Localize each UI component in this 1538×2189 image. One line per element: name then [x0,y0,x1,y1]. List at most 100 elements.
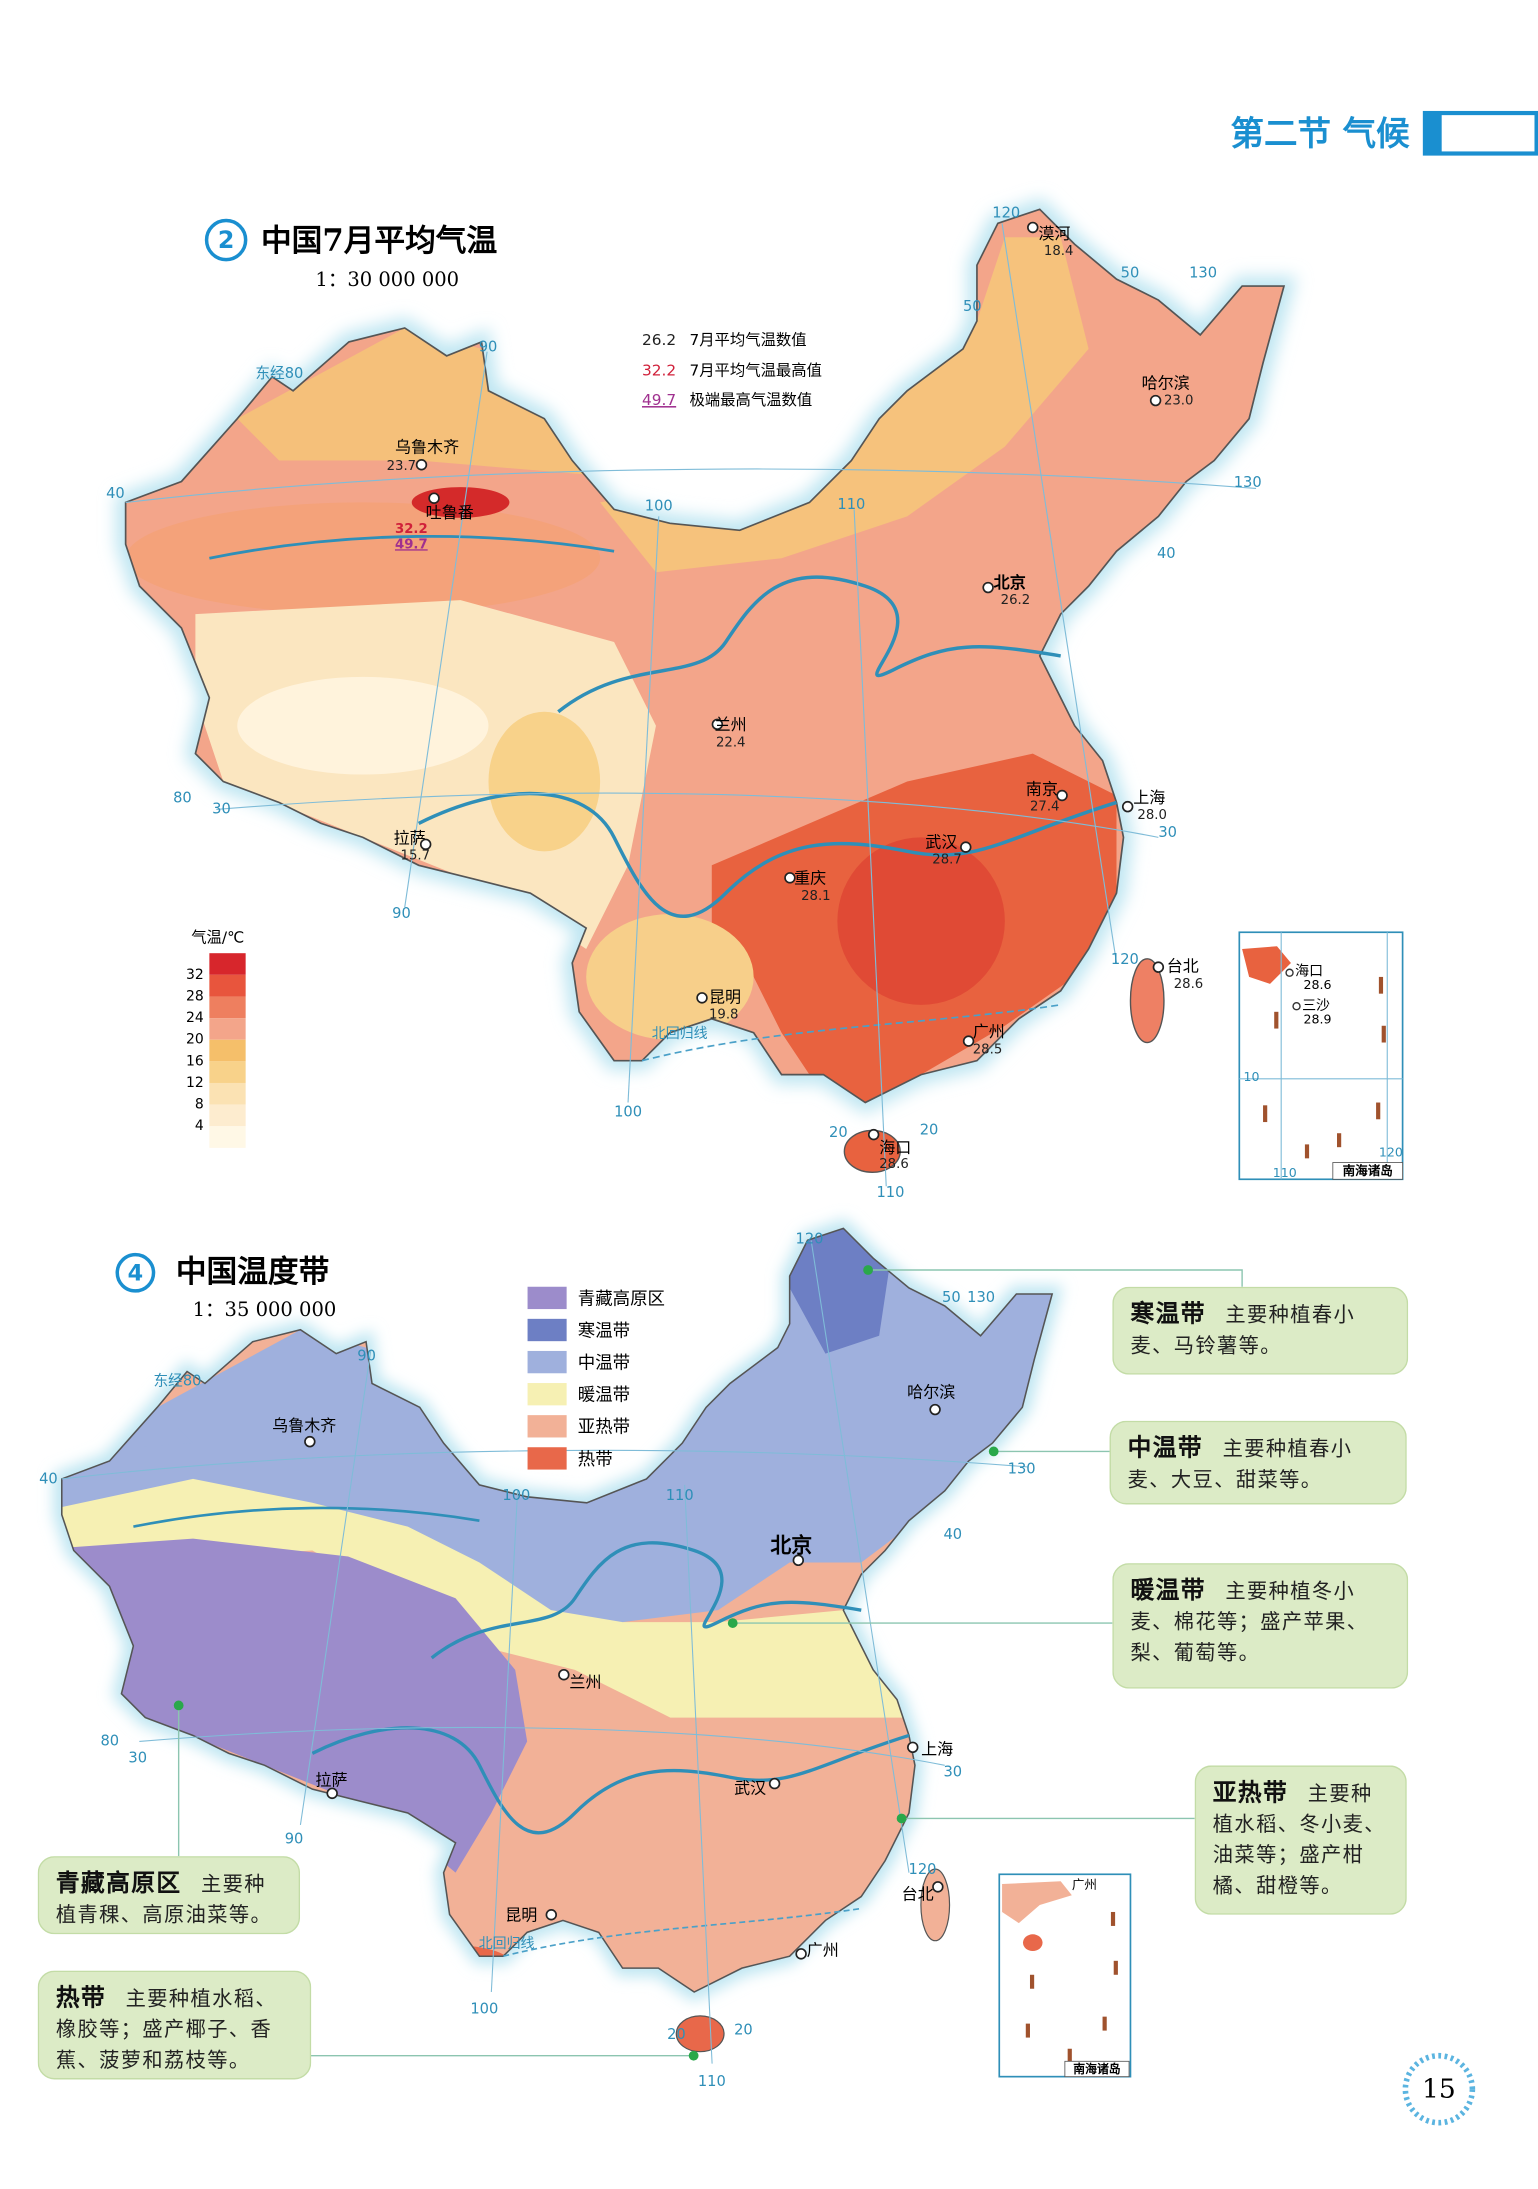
city-value: 28.7 [932,853,962,868]
header-bar-accent [1424,113,1442,154]
note: 青藏高原区 主要种植青稞、高原油菜等。 [37,1856,301,1935]
inset-land [1242,946,1291,984]
legend-swatch [527,1415,567,1438]
legend-swatch [527,1350,567,1374]
city-name: 武汉 [925,832,957,851]
note-box: 中温带 主要种植春小麦、大豆、甜菜等。 [1109,1420,1407,1505]
section-title: 第二节 气候 [1230,114,1410,153]
note-text: 主要种植冬小麦、棉花等；盛产苹果、梨、葡萄等。 [1130,1581,1369,1665]
note-text: 主要种植春小麦、大豆、甜菜等。 [1127,1438,1353,1492]
city-value: 28.6 [1304,977,1332,992]
city-name: 广州 [807,1941,839,1960]
colorbar-tick: 32 [186,967,204,983]
colorbar-tick: 12 [186,1075,204,1091]
graticule-label: 30 [212,800,231,817]
note-text: 主要种植水稻、橡胶等；盛产椰子、香蕉、菠萝和荔枝等。 [55,1988,278,2073]
graticule-label: 110 [876,1184,904,1201]
note-box: 寒温带 主要种植春小麦、马铃薯等。 [1112,1286,1409,1375]
graticule-label: 100 [645,498,673,515]
city-dot [419,838,432,851]
legend-label: 热带 [578,1450,613,1470]
graticule-label: 10 [1244,1069,1260,1084]
graticule-label: 30 [943,1763,962,1780]
note-box: 青藏高原区 主要种植青稞、高原油菜等。 [37,1856,301,1935]
colorbar-tick: 16 [186,1053,204,1069]
graticule-label: 50 [1121,265,1140,282]
colorbar: 32 28 24 20 16 12 8 4 [186,953,246,1148]
graticule-label: 50 [963,298,982,315]
city-name: 哈尔滨 [907,1382,955,1401]
city-value: 18.4 [1044,244,1074,259]
graticule-label: 20 [667,2026,686,2043]
city-value: 28.0 [1137,808,1167,823]
colorbar-band [209,1104,246,1127]
city-value: 28.6 [879,1157,909,1172]
legend-sample: 49.7 [642,391,676,409]
city-dot [1121,800,1134,813]
graticule-label: 90 [285,1830,304,1847]
note-dot [896,1813,907,1824]
city-dot [982,581,994,594]
graticule-label: 110 [698,2073,726,2090]
notes: 寒温带 主要种植春小麦、马铃薯等。中温带 主要种植春小麦、大豆、甜菜等。暖温带 主要种… [37,1265,1409,2080]
map-scale: 1：30 000 000 [315,268,459,291]
inset-dashes [1263,976,1386,1159]
city-name: 哈尔滨 [1142,373,1190,392]
city-dot [696,992,708,1004]
graticule-label: 东经80 [255,365,303,382]
city-value: 26.2 [1001,593,1031,608]
note-zone: 寒温带 [1130,1300,1206,1329]
city-name: 拉萨 [315,1770,347,1789]
legend-sample: 26.2 [642,331,676,349]
note-text: 主要种植青稞、高原油菜等。 [55,1874,273,1928]
graticule-label: 110 [1273,1165,1297,1180]
city-name: 兰州 [715,715,747,734]
colorbar-band [209,996,246,1019]
graticule-label: 120 [796,1230,824,1247]
colorbar-tick: 24 [186,1010,204,1026]
note: 亚热带 主要种植水稻、冬小麦、油菜等；盛产柑橘、甜橙等。 [1194,1765,1407,1915]
legend-swatch [527,1286,567,1310]
graticule-label: 110 [837,496,865,513]
city-name: 北京 [770,1533,812,1557]
map-title: 中国温度带 [176,1254,329,1290]
city-value: 28.5 [973,1042,1003,1057]
graticule-label: 90 [357,1348,376,1365]
city-name: 海口 [1295,963,1323,979]
city-name: 北京 [994,573,1026,592]
leader-line [868,1269,1243,1287]
colorbar-band [209,1082,246,1105]
city-name: 漠河 [1038,224,1070,243]
city-name: 台北 [1167,957,1199,976]
city-dot [1152,961,1165,973]
note-box: 热带 主要种植水稻、橡胶等；盛产椰子、香蕉、菠萝和荔枝等。 [37,1970,312,2080]
inset-land [1002,1881,1072,1924]
colorbar-band [209,1039,246,1062]
legend-label: 亚热带 [578,1418,630,1438]
map-number: 4 [128,1261,144,1287]
graticule-label: 130 [967,1289,995,1306]
city-name: 拉萨 [394,828,426,847]
graticule-label: 20 [920,1121,939,1138]
page-number-ring [1402,2052,1476,2126]
city-value: 19.8 [709,1008,739,1023]
note-box: 暖温带 主要种植冬小麦、棉花等；盛产苹果、梨、葡萄等。 [1112,1563,1409,1689]
city-dot [962,1035,975,1047]
graticule-label: 120 [909,1861,937,1878]
city-name: 乌鲁木齐 [272,1416,336,1435]
legend-sample: 32.2 [642,362,676,380]
legend-label: 暖温带 [578,1386,630,1406]
graticule-label: 100 [502,1487,530,1504]
city-name: 上海 [921,1740,953,1759]
note-zone: 中温带 [1127,1434,1204,1463]
graticule-label: 80 [173,789,192,806]
legend-swatch [527,1383,567,1406]
graticule-label: 120 [992,205,1020,222]
colorbar-band [209,953,246,975]
zones-map [26,1216,1076,2064]
city-name: 重庆 [794,869,826,888]
city-dot [1292,1002,1301,1011]
city-dot [907,1741,919,1754]
legend-swatch [527,1447,567,1470]
